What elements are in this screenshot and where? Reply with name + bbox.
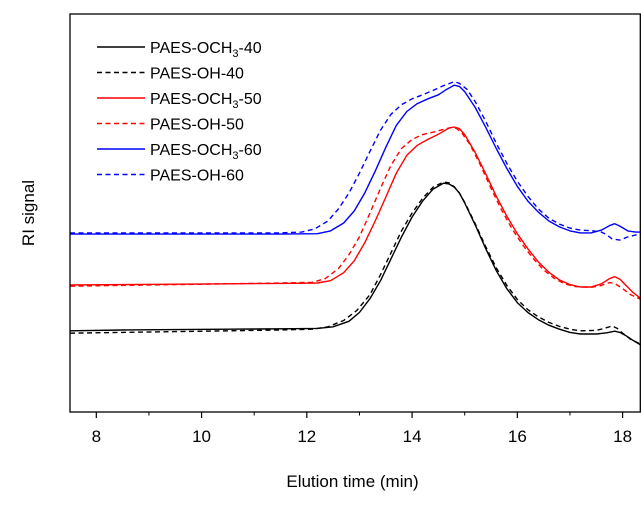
x-tick-label: 8 [92, 427, 101, 446]
x-tick-label: 12 [297, 427, 316, 446]
y-axis-title: RI signal [19, 180, 38, 246]
series-layer [70, 81, 641, 346]
legend-label: PAES-OCH3-60 [150, 142, 262, 162]
legend-label: PAES-OCH3-40 [150, 40, 262, 60]
series-line-paes-oh-60 [70, 81, 641, 241]
plot-frame [69, 13, 641, 413]
legend-label: PAES-OH-40 [150, 66, 244, 83]
x-axis: 8 10 12 14 16 18 [92, 412, 632, 446]
x-axis-title: Elution time (min) [286, 472, 418, 491]
x-tick-label: 18 [613, 427, 632, 446]
series-line-paes-oh-40 [70, 181, 641, 345]
x-tick-label: 10 [192, 427, 211, 446]
x-tick-label: 14 [403, 427, 422, 446]
series-line-paes-och3-50 [70, 126, 641, 300]
legend: PAES-OCH3-40 PAES-OH-40 PAES-OCH3-50 PAES-O… [97, 40, 262, 185]
legend-label: PAES-OCH3-50 [150, 91, 262, 111]
series-line-paes-oh-50 [70, 126, 641, 301]
legend-label: PAES-OH-60 [150, 168, 244, 185]
x-tick-label: 16 [508, 427, 527, 446]
legend-label: PAES-OH-50 [150, 117, 244, 134]
